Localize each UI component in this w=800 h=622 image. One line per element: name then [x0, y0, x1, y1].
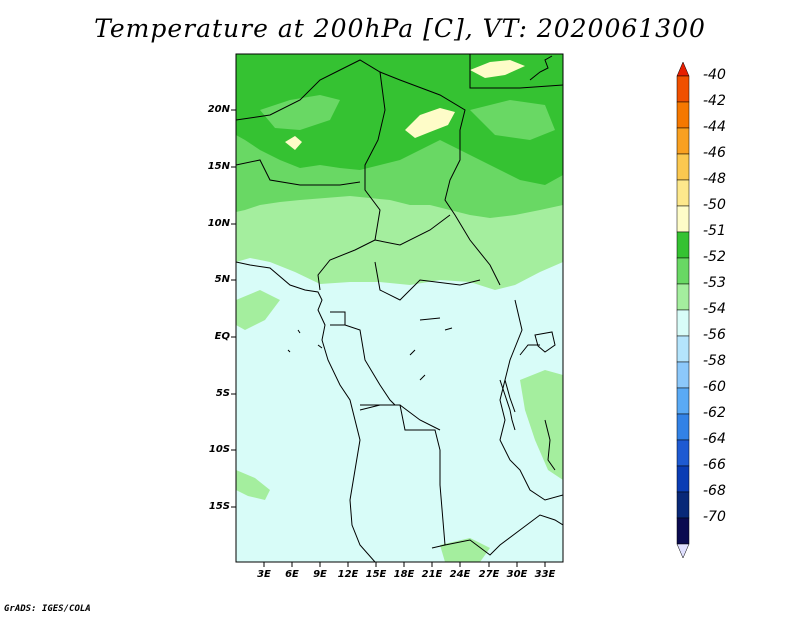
- colorbar-swatch: [676, 335, 690, 363]
- lon-label: 18E: [393, 569, 415, 580]
- colorbar-swatch: [676, 309, 690, 337]
- lon-label: 33E: [534, 569, 556, 580]
- border-lakes: [519, 344, 556, 471]
- map-title: Temperature at 200hPa [C], VT: 202006130…: [94, 14, 706, 43]
- colorbar-swatch: [676, 75, 690, 103]
- colorbar-bottom-arrow: [676, 543, 690, 559]
- border-middle: [374, 214, 481, 301]
- colorbar-swatch: [676, 257, 690, 285]
- field-patch-mid-2: [470, 100, 555, 140]
- lon-label: 6E: [285, 569, 299, 580]
- field-patch-southeast: [520, 370, 563, 480]
- field-patch-west: [236, 290, 280, 330]
- colorbar-swatch: [676, 127, 690, 155]
- colorbar-swatch: [676, 231, 690, 259]
- lake-tanganyika: [499, 379, 516, 431]
- colorbar-label: -42: [703, 93, 726, 109]
- colorbar-swatch: [676, 413, 690, 441]
- lon-label: 24E: [449, 569, 471, 580]
- field-patch-yellow-1: [405, 108, 455, 138]
- colorbar: [676, 61, 690, 559]
- map-frame: [235, 53, 564, 563]
- credit-text: GrADS: IGES/COLA: [4, 604, 91, 614]
- border-east: [469, 54, 563, 89]
- colorbar-label: -56: [703, 327, 726, 343]
- colorbar-swatch: [676, 517, 690, 545]
- lon-label: 15E: [365, 569, 387, 580]
- lat-label: 5S: [215, 388, 230, 399]
- lon-label: 27E: [478, 569, 500, 580]
- lat-label: 15N: [207, 161, 230, 172]
- colorbar-label: -52: [703, 249, 726, 265]
- field-patch-mid-1: [260, 95, 340, 130]
- colorbar-label: -48: [703, 171, 726, 187]
- colorbar-label: -54: [703, 301, 726, 317]
- border-southwest: [399, 404, 446, 549]
- border-central: [317, 71, 386, 291]
- colorbar-swatch: [676, 101, 690, 129]
- colorbar-label: -64: [703, 431, 726, 447]
- northeast-coast: [529, 55, 553, 81]
- colorbar-label: -70: [703, 509, 726, 525]
- border-east-africa: [499, 299, 563, 501]
- colorbar-swatch: [676, 387, 690, 415]
- colorbar-label: -46: [703, 145, 726, 161]
- lon-ticks: [263, 562, 546, 567]
- lat-label: 10N: [207, 218, 230, 229]
- colorbar-label: -62: [703, 405, 726, 421]
- colorbar-swatch: [676, 179, 690, 207]
- colorbar-label: -40: [703, 67, 726, 83]
- coast-islands: [287, 329, 323, 353]
- lake-fragments: [409, 317, 453, 381]
- border-sahel-north: [236, 59, 501, 286]
- colorbar-swatch: [676, 361, 690, 389]
- colorbar-swatch: [676, 491, 690, 519]
- lat-label: EQ: [214, 331, 230, 342]
- colorbar-swatch: [676, 465, 690, 493]
- colorbar-swatch: [676, 205, 690, 233]
- field-patch-southwest: [236, 470, 270, 500]
- field-patch-yellow-2: [470, 60, 525, 78]
- field-patch-yellow-3: [285, 136, 302, 150]
- lat-label: 10S: [208, 444, 230, 455]
- colorbar-swatch: [676, 153, 690, 181]
- colorbar-label: -60: [703, 379, 726, 395]
- lon-label: 30E: [506, 569, 528, 580]
- coastline-gulf-of-guinea: [236, 261, 376, 562]
- colorbar-swatch: [676, 283, 690, 311]
- lon-label: 3E: [257, 569, 271, 580]
- lat-ticks: [231, 109, 236, 508]
- colorbar-label: -66: [703, 457, 726, 473]
- lat-label: 20N: [207, 104, 230, 115]
- colorbar-label: -44: [703, 119, 726, 135]
- colorbar-swatch: [676, 439, 690, 467]
- lat-label: 15S: [208, 501, 230, 512]
- border-northwest: [236, 159, 361, 186]
- lon-label: 12E: [337, 569, 359, 580]
- colorbar-label: -51: [703, 223, 726, 239]
- colorbar-top-arrow: [676, 61, 690, 77]
- lat-label: 5N: [214, 274, 230, 285]
- lake-victoria: [534, 331, 556, 353]
- coastlines-borders: [236, 54, 563, 562]
- border-south: [360, 404, 563, 556]
- lon-label: 9E: [313, 569, 327, 580]
- colorbar-label: -50: [703, 197, 726, 213]
- colorbar-label: -53: [703, 275, 726, 291]
- lon-label: 21E: [421, 569, 443, 580]
- field-band-dark-green: [236, 54, 563, 185]
- colorbar-label: -68: [703, 483, 726, 499]
- colorbar-label: -58: [703, 353, 726, 369]
- temperature-field: [236, 54, 563, 562]
